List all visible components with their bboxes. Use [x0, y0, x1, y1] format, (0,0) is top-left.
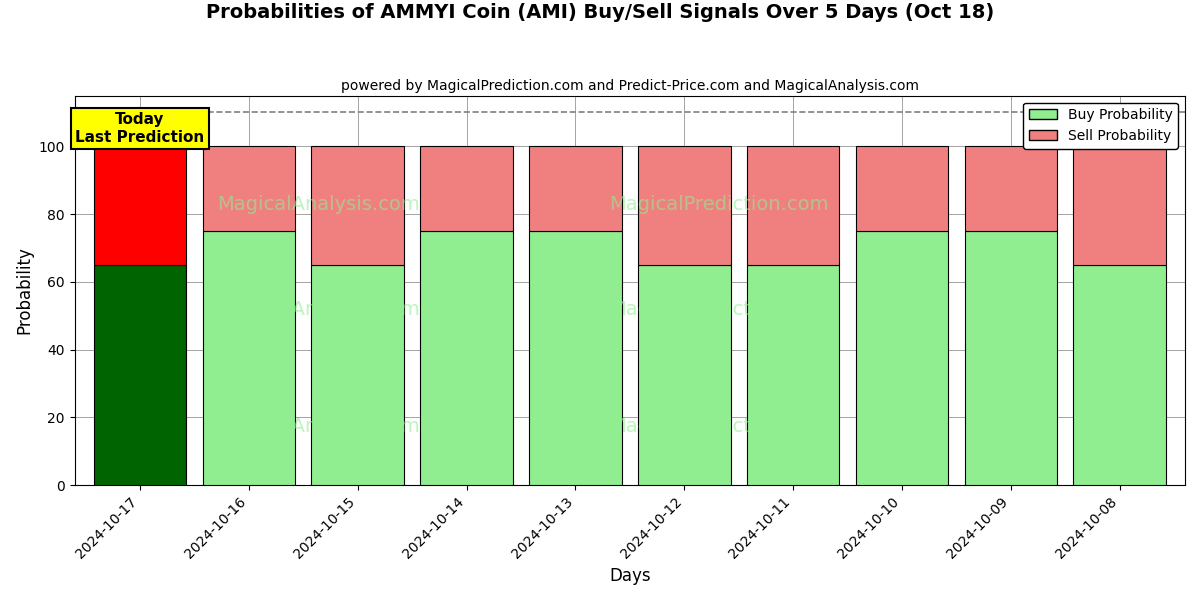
Bar [94, 265, 186, 485]
Text: MagicalPrediction.com: MagicalPrediction.com [608, 195, 828, 214]
Bar [312, 146, 404, 265]
Title: powered by MagicalPrediction.com and Predict-Price.com and MagicalAnalysis.com: powered by MagicalPrediction.com and Pre… [341, 79, 919, 93]
Bar [965, 146, 1057, 231]
Text: MagicalAnalysis.com: MagicalAnalysis.com [217, 195, 420, 214]
Bar [856, 231, 948, 485]
Text: Probabilities of AMMYI Coin (AMI) Buy/Sell Signals Over 5 Days (Oct 18): Probabilities of AMMYI Coin (AMI) Buy/Se… [206, 3, 994, 22]
Bar [203, 231, 295, 485]
Text: Today
Last Prediction: Today Last Prediction [76, 112, 204, 145]
Bar [1074, 265, 1166, 485]
Bar [965, 231, 1057, 485]
X-axis label: Days: Days [610, 567, 650, 585]
Bar [94, 146, 186, 265]
Bar [312, 265, 404, 485]
Text: MagicalAnalysis.com: MagicalAnalysis.com [217, 301, 420, 319]
Bar [746, 265, 839, 485]
Text: MagicalPrediction.com: MagicalPrediction.com [608, 417, 828, 436]
Text: MagicalAnalysis.com: MagicalAnalysis.com [217, 417, 420, 436]
Bar [420, 146, 512, 231]
Text: MagicalPrediction.com: MagicalPrediction.com [608, 301, 828, 319]
Bar [638, 146, 731, 265]
Bar [746, 146, 839, 265]
Bar [203, 146, 295, 231]
Bar [1074, 146, 1166, 265]
Bar [638, 265, 731, 485]
Legend: Buy Probability, Sell Probability: Buy Probability, Sell Probability [1024, 103, 1178, 149]
Y-axis label: Probability: Probability [16, 247, 34, 334]
Bar [529, 231, 622, 485]
Bar [420, 231, 512, 485]
Bar [856, 146, 948, 231]
Bar [529, 146, 622, 231]
